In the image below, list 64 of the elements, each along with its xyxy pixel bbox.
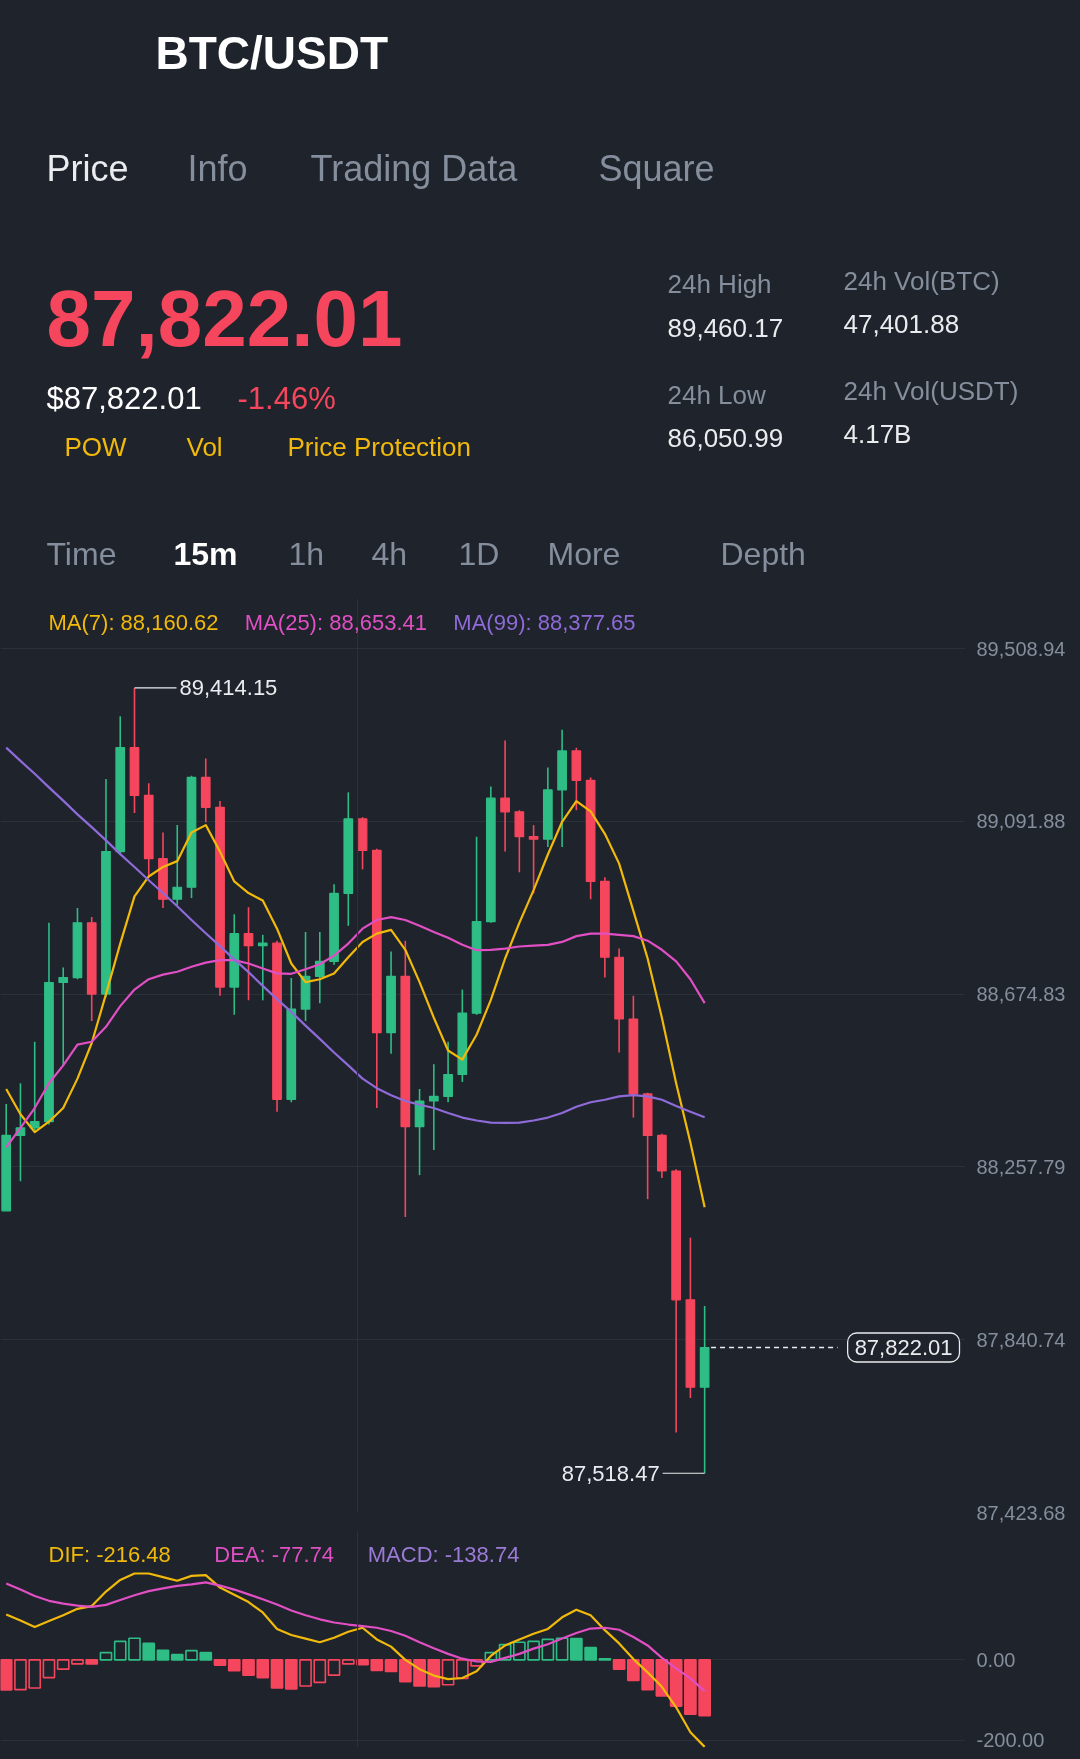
annotation: MACD: -138.74 — [367, 1542, 520, 1567]
bar — [42, 1659, 56, 1679]
text: MA(99): 88,377.65 — [453, 610, 636, 635]
bar — [384, 1659, 398, 1673]
line-series — [5, 1581, 706, 1693]
text: Vol — [186, 431, 223, 462]
annotation: 87,518.47 — [561, 1460, 660, 1486]
y-tick-label: 87,840.74 — [976, 1328, 1066, 1351]
annotation: 89,414.15 — [179, 675, 278, 701]
text: Info — [187, 148, 248, 189]
text: 4h — [371, 535, 408, 572]
y-tick-label: 87,423.68 — [976, 1501, 1066, 1524]
text: MA(7): 88,160.62 — [48, 610, 219, 635]
candlestick — [500, 739, 510, 853]
bar — [213, 1659, 227, 1666]
text: 15m — [173, 535, 238, 572]
text: $87,822.01 — [46, 381, 202, 416]
text: MA(25): 88,653.41 — [244, 610, 428, 635]
text: 24h High — [667, 268, 772, 299]
text: 24h Vol(USDT) — [843, 375, 1019, 406]
y-tick-label: -200.00 — [976, 1729, 1045, 1752]
line-series — [5, 799, 706, 1209]
candlestick — [243, 906, 254, 1002]
candlestick — [428, 1063, 439, 1151]
line-series — [5, 746, 706, 1125]
text: Depth — [720, 535, 806, 572]
bar — [555, 1637, 569, 1661]
bar — [327, 1659, 341, 1676]
text: Time — [46, 535, 117, 572]
text: 87,822.01 — [46, 274, 403, 363]
ref-line-label: 87,822.01 — [854, 1334, 953, 1360]
text: 47,401.88 — [843, 308, 960, 339]
text: 24h Vol(BTC) — [843, 265, 1000, 296]
text: Trading Data — [310, 148, 519, 189]
series-label: DEA: -77.74 — [214, 1542, 335, 1567]
text: 86,050.99 — [667, 422, 784, 453]
y-tick-label: 88,257.79 — [976, 1155, 1066, 1178]
text: -1.46% — [237, 381, 336, 416]
text: 4.17B — [843, 418, 912, 449]
y-tick-label: 88,674.83 — [976, 983, 1066, 1006]
text: 24h Low — [667, 379, 767, 410]
candlestick — [172, 824, 183, 906]
text: Square — [598, 148, 715, 189]
y-tick-label: 89,508.94 — [976, 637, 1066, 660]
candlestick — [58, 966, 69, 1067]
candlestick — [29, 1040, 40, 1132]
y-tick-label: 89,091.88 — [976, 810, 1066, 833]
line-series — [5, 915, 706, 1149]
bar — [612, 1659, 626, 1670]
text: POW — [64, 431, 128, 462]
series-label: DIF: -216.48 — [48, 1542, 171, 1567]
text: More — [547, 535, 621, 572]
candlestick — [443, 1040, 453, 1104]
text: BTC/USDT — [155, 26, 389, 79]
text: Price — [46, 148, 129, 189]
y-tick-label: 0.00 — [976, 1648, 1016, 1671]
bar — [270, 1659, 284, 1689]
text: Price Protection — [287, 431, 472, 462]
line-series — [5, 1572, 706, 1748]
text: 1h — [288, 535, 325, 572]
text: 1D — [458, 535, 500, 572]
bar — [156, 1649, 170, 1661]
bar — [99, 1651, 113, 1661]
text: 89,460.17 — [667, 312, 784, 343]
